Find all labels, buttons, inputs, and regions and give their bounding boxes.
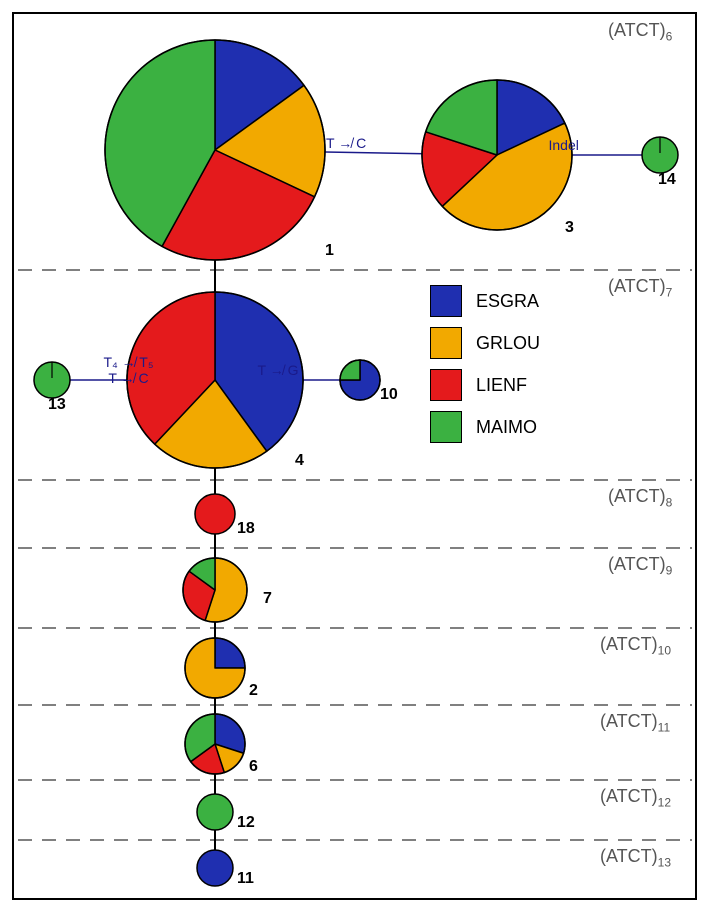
row-label: (ATCT)11 (600, 711, 670, 735)
node-label: 12 (237, 814, 255, 832)
edge-label: Indel (549, 137, 579, 153)
row-label: (ATCT)12 (600, 786, 671, 810)
legend-label: LIENF (476, 375, 527, 396)
edge-label: T ↛ C (326, 135, 366, 151)
legend-swatch (430, 369, 462, 401)
row-label: (ATCT)7 (608, 276, 672, 300)
node-label: 14 (658, 171, 676, 189)
row-label: (ATCT)6 (608, 20, 672, 44)
node-label: 18 (237, 520, 255, 538)
node-label: 3 (565, 219, 574, 237)
legend-row: ESGRA (430, 285, 630, 317)
diagram-stage: ESGRA GRLOU LIENF MAIMO (ATCT)6 (ATCT)7 (ATCT… (0, 0, 709, 912)
row-label: (ATCT)13 (600, 846, 671, 870)
row-label: (ATCT)10 (600, 634, 671, 658)
node-label: 2 (249, 682, 258, 700)
legend-row: LIENF (430, 369, 630, 401)
legend-label: ESGRA (476, 291, 539, 312)
node-label: 10 (380, 386, 398, 404)
node-label: 7 (263, 590, 272, 608)
row-label: (ATCT)8 (608, 486, 672, 510)
row-label: (ATCT)9 (608, 554, 672, 578)
edge-label: T ↛ G (258, 362, 299, 378)
legend-swatch (430, 411, 462, 443)
legend: ESGRA GRLOU LIENF MAIMO (430, 285, 630, 453)
node-label: 11 (237, 870, 254, 888)
node-label: 13 (48, 396, 66, 414)
legend-row: GRLOU (430, 327, 630, 359)
edge-label: T₄ ↛ T₅T ↛ C (104, 354, 154, 386)
legend-swatch (430, 285, 462, 317)
legend-row: MAIMO (430, 411, 630, 443)
node-label: 1 (325, 242, 334, 260)
legend-label: GRLOU (476, 333, 540, 354)
node-label: 6 (249, 758, 258, 776)
node-label: 4 (295, 452, 304, 470)
legend-swatch (430, 327, 462, 359)
legend-label: MAIMO (476, 417, 537, 438)
